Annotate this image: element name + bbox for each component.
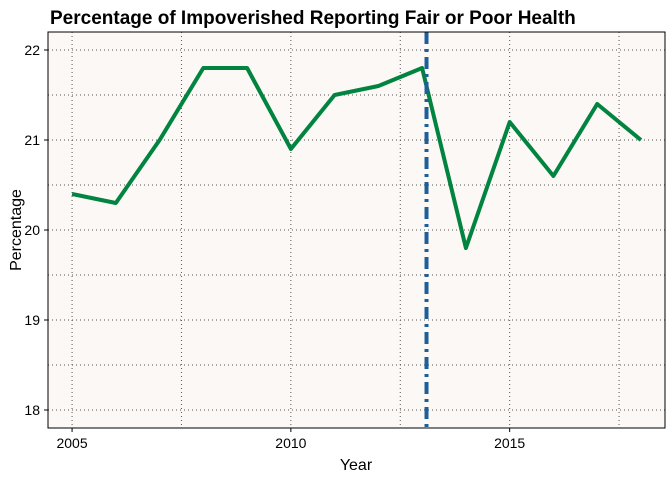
y-axis-ticks: 18 19 20 21 22 bbox=[24, 42, 48, 418]
grid-lines bbox=[48, 32, 665, 428]
y-tick-label: 19 bbox=[24, 312, 40, 328]
y-tick-label: 18 bbox=[24, 402, 40, 418]
x-tick-label: 2010 bbox=[275, 435, 306, 451]
x-tick-label: 2015 bbox=[494, 435, 525, 451]
x-axis-ticks: 2005 2010 2015 bbox=[56, 428, 525, 451]
series-layer bbox=[71, 66, 643, 250]
x-tick-label: 2005 bbox=[56, 435, 87, 451]
y-tick-label: 21 bbox=[24, 132, 40, 148]
series-line-0 bbox=[71, 66, 643, 250]
y-tick-label: 22 bbox=[24, 42, 40, 58]
x-axis-title: Year bbox=[340, 457, 373, 474]
y-tick-label: 20 bbox=[24, 222, 40, 238]
chart-title: Percentage of Impoverished Reporting Fai… bbox=[50, 8, 576, 29]
y-axis-title: Percentage bbox=[8, 189, 25, 271]
